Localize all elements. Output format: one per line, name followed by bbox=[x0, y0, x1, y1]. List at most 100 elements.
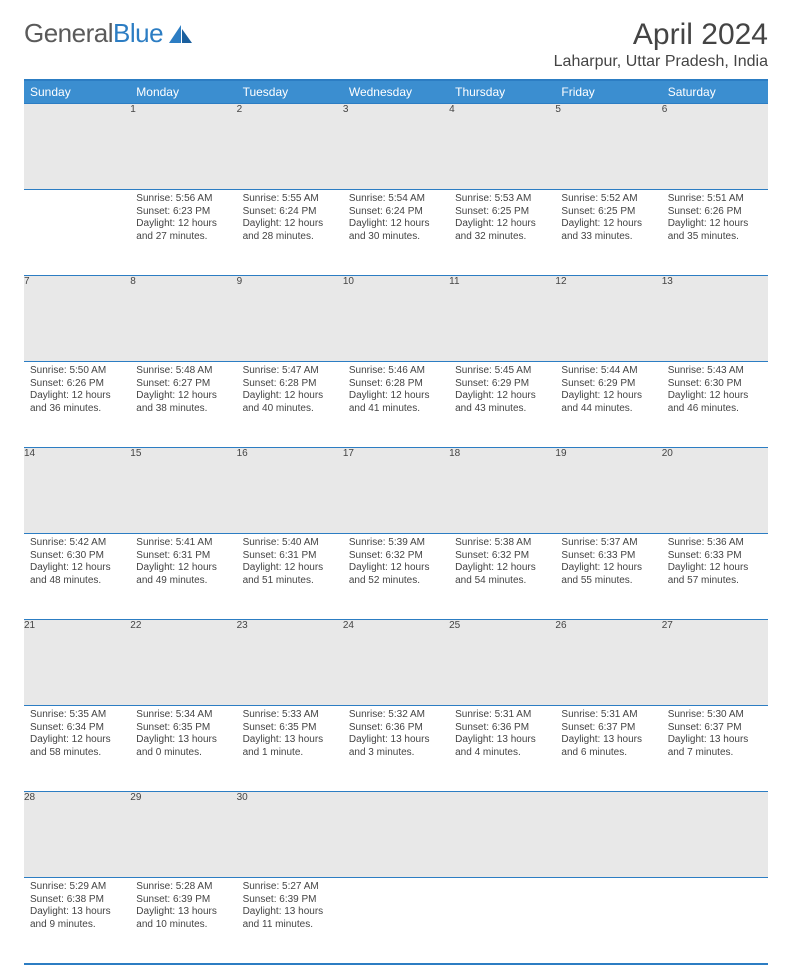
day-cell: Sunrise: 5:50 AMSunset: 6:26 PMDaylight:… bbox=[24, 361, 130, 447]
sunset-line: Sunset: 6:25 PM bbox=[455, 206, 549, 219]
sunrise-line: Sunrise: 5:41 AM bbox=[136, 537, 230, 550]
day-number-row: 14151617181920 bbox=[24, 447, 768, 533]
day-number-cell: 4 bbox=[449, 103, 555, 189]
sunset-line: Sunset: 6:32 PM bbox=[455, 550, 549, 563]
daylight-line: Daylight: 12 hours and 58 minutes. bbox=[30, 734, 124, 759]
calendar-body: .123456 Sunrise: 5:56 AMSunset: 6:23 PM Da… bbox=[24, 103, 768, 963]
day-number-row: 78910111213 bbox=[24, 275, 768, 361]
day-number-cell: 23 bbox=[237, 619, 343, 705]
sunrise-line: Sunrise: 5:34 AM bbox=[136, 709, 230, 722]
day-cell: Sunrise: 5:27 AMSunset: 6:39 PMDaylight:… bbox=[237, 877, 343, 963]
sunrise-line: Sunrise: 5:54 AM bbox=[349, 193, 443, 206]
day-number-cell: 28 bbox=[24, 791, 130, 877]
day-body-row: Sunrise: 5:35 AMSunset: 6:34 PMDaylight:… bbox=[24, 705, 768, 791]
daylight-line: Daylight: 12 hours and 51 minutes. bbox=[243, 562, 337, 587]
logo-blue: Blue bbox=[113, 18, 163, 48]
logo: GeneralBlue bbox=[24, 18, 194, 49]
sunrise-line: Sunrise: 5:46 AM bbox=[349, 365, 443, 378]
sunrise-line: Sunrise: 5:53 AM bbox=[455, 193, 549, 206]
sunrise-line: Sunrise: 5:40 AM bbox=[243, 537, 337, 550]
day-cell: Sunrise: 5:32 AMSunset: 6:36 PMDaylight:… bbox=[343, 705, 449, 791]
day-cell: Sunrise: 5:45 AMSunset: 6:29 PMDaylight:… bbox=[449, 361, 555, 447]
daylight-line: Daylight: 12 hours and 48 minutes. bbox=[30, 562, 124, 587]
sunrise-line: Sunrise: 5:51 AM bbox=[668, 193, 762, 206]
day-cell: Sunrise: 5:43 AMSunset: 6:30 PMDaylight:… bbox=[662, 361, 768, 447]
day-number-cell: 18 bbox=[449, 447, 555, 533]
day-body-row: Sunrise: 5:42 AMSunset: 6:30 PMDaylight:… bbox=[24, 533, 768, 619]
sunrise-line: Sunrise: 5:38 AM bbox=[455, 537, 549, 550]
day-number-cell: 11 bbox=[449, 275, 555, 361]
day-number-cell: 22 bbox=[130, 619, 236, 705]
sunrise-line: Sunrise: 5:36 AM bbox=[668, 537, 762, 550]
day-number-cell: 30 bbox=[237, 791, 343, 877]
sunset-line: Sunset: 6:28 PM bbox=[243, 378, 337, 391]
daylight-line: Daylight: 12 hours and 30 minutes. bbox=[349, 218, 443, 243]
day-number-cell: 15 bbox=[130, 447, 236, 533]
day-number-cell: 20 bbox=[662, 447, 768, 533]
day-cell: Sunrise: 5:40 AMSunset: 6:31 PMDaylight:… bbox=[237, 533, 343, 619]
day-header: Monday bbox=[130, 81, 236, 103]
sunset-line: Sunset: 6:24 PM bbox=[349, 206, 443, 219]
sunset-line: Sunset: 6:34 PM bbox=[30, 722, 124, 735]
day-number-cell: . bbox=[449, 791, 555, 877]
sunrise-line: Sunrise: 5:52 AM bbox=[561, 193, 655, 206]
day-body-row: Sunrise: 5:56 AMSunset: 6:23 PM Daylight:… bbox=[24, 189, 768, 275]
sunset-line: Sunset: 6:23 PM bbox=[136, 206, 230, 219]
day-cell bbox=[555, 877, 661, 963]
title-block: April 2024 Laharpur, Uttar Pradesh, Indi… bbox=[554, 18, 768, 71]
daylight-line: Daylight: 12 hours and 52 minutes. bbox=[349, 562, 443, 587]
daylight-line: Daylight: 12 hours and 57 minutes. bbox=[668, 562, 762, 587]
daylight-line: Daylight: 12 hours and 43 minutes. bbox=[455, 390, 549, 415]
day-header: Thursday bbox=[449, 81, 555, 103]
day-number-cell: 8 bbox=[130, 275, 236, 361]
sunrise-line: Sunrise: 5:31 AM bbox=[455, 709, 549, 722]
day-cell bbox=[662, 877, 768, 963]
sunset-line: Sunset: 6:29 PM bbox=[561, 378, 655, 391]
daylight-line: Daylight: 12 hours and 41 minutes. bbox=[349, 390, 443, 415]
sunrise-line: Sunrise: 5:56 AM bbox=[136, 193, 230, 206]
daylight-line: Daylight: 12 hours and 38 minutes. bbox=[136, 390, 230, 415]
day-cell bbox=[449, 877, 555, 963]
day-number-cell: 21 bbox=[24, 619, 130, 705]
day-number-cell: 16 bbox=[237, 447, 343, 533]
day-cell: Sunrise: 5:31 AMSunset: 6:37 PMDaylight:… bbox=[555, 705, 661, 791]
day-number-cell: 29 bbox=[130, 791, 236, 877]
day-cell: Sunrise: 5:38 AMSunset: 6:32 PMDaylight:… bbox=[449, 533, 555, 619]
daylight-line: Daylight: 12 hours and 44 minutes. bbox=[561, 390, 655, 415]
day-number-cell: 6 bbox=[662, 103, 768, 189]
day-cell: Sunrise: 5:33 AMSunset: 6:35 PMDaylight:… bbox=[237, 705, 343, 791]
sunrise-line: Sunrise: 5:30 AM bbox=[668, 709, 762, 722]
daylight-line: Daylight: 12 hours and 46 minutes. bbox=[668, 390, 762, 415]
day-cell: Sunrise: 5:48 AMSunset: 6:27 PMDaylight:… bbox=[130, 361, 236, 447]
day-number-row: 21222324252627 bbox=[24, 619, 768, 705]
sunset-line: Sunset: 6:36 PM bbox=[455, 722, 549, 735]
day-body-row: Sunrise: 5:29 AMSunset: 6:38 PMDaylight:… bbox=[24, 877, 768, 963]
sunset-line: Sunset: 6:35 PM bbox=[243, 722, 337, 735]
day-cell: Sunrise: 5:28 AMSunset: 6:39 PMDaylight:… bbox=[130, 877, 236, 963]
day-number-cell: 9 bbox=[237, 275, 343, 361]
day-cell: Sunrise: 5:51 AMSunset: 6:26 PMDaylight:… bbox=[662, 189, 768, 275]
sunrise-line: Sunrise: 5:42 AM bbox=[30, 537, 124, 550]
sunset-line: Sunset: 6:29 PM bbox=[455, 378, 549, 391]
sunrise-line: Sunrise: 5:39 AM bbox=[349, 537, 443, 550]
day-number-row: .123456 bbox=[24, 103, 768, 189]
sunrise-line: Sunrise: 5:28 AM bbox=[136, 881, 230, 894]
day-cell bbox=[24, 189, 130, 275]
day-number-cell: 3 bbox=[343, 103, 449, 189]
daylight-line: Daylight: 13 hours and 4 minutes. bbox=[455, 734, 549, 759]
day-number-cell: . bbox=[343, 791, 449, 877]
sunrise-line: Sunrise: 5:29 AM bbox=[30, 881, 124, 894]
day-cell: Sunrise: 5:34 AMSunset: 6:35 PMDaylight:… bbox=[130, 705, 236, 791]
daylight-line: Daylight: 13 hours and 9 minutes. bbox=[30, 906, 124, 931]
day-cell: Sunrise: 5:29 AMSunset: 6:38 PMDaylight:… bbox=[24, 877, 130, 963]
sunset-line: Sunset: 6:30 PM bbox=[30, 550, 124, 563]
sunrise-line: Sunrise: 5:32 AM bbox=[349, 709, 443, 722]
day-header: Sunday bbox=[24, 81, 130, 103]
day-number-cell: 17 bbox=[343, 447, 449, 533]
calendar-head: SundayMondayTuesdayWednesdayThursdayFrid… bbox=[24, 81, 768, 103]
sunrise-line: Sunrise: 5:33 AM bbox=[243, 709, 337, 722]
day-number-cell: 19 bbox=[555, 447, 661, 533]
day-cell: Sunrise: 5:52 AMSunset: 6:25 PMDaylight:… bbox=[555, 189, 661, 275]
sunrise-line: Sunrise: 5:27 AM bbox=[243, 881, 337, 894]
day-number-cell: 14 bbox=[24, 447, 130, 533]
